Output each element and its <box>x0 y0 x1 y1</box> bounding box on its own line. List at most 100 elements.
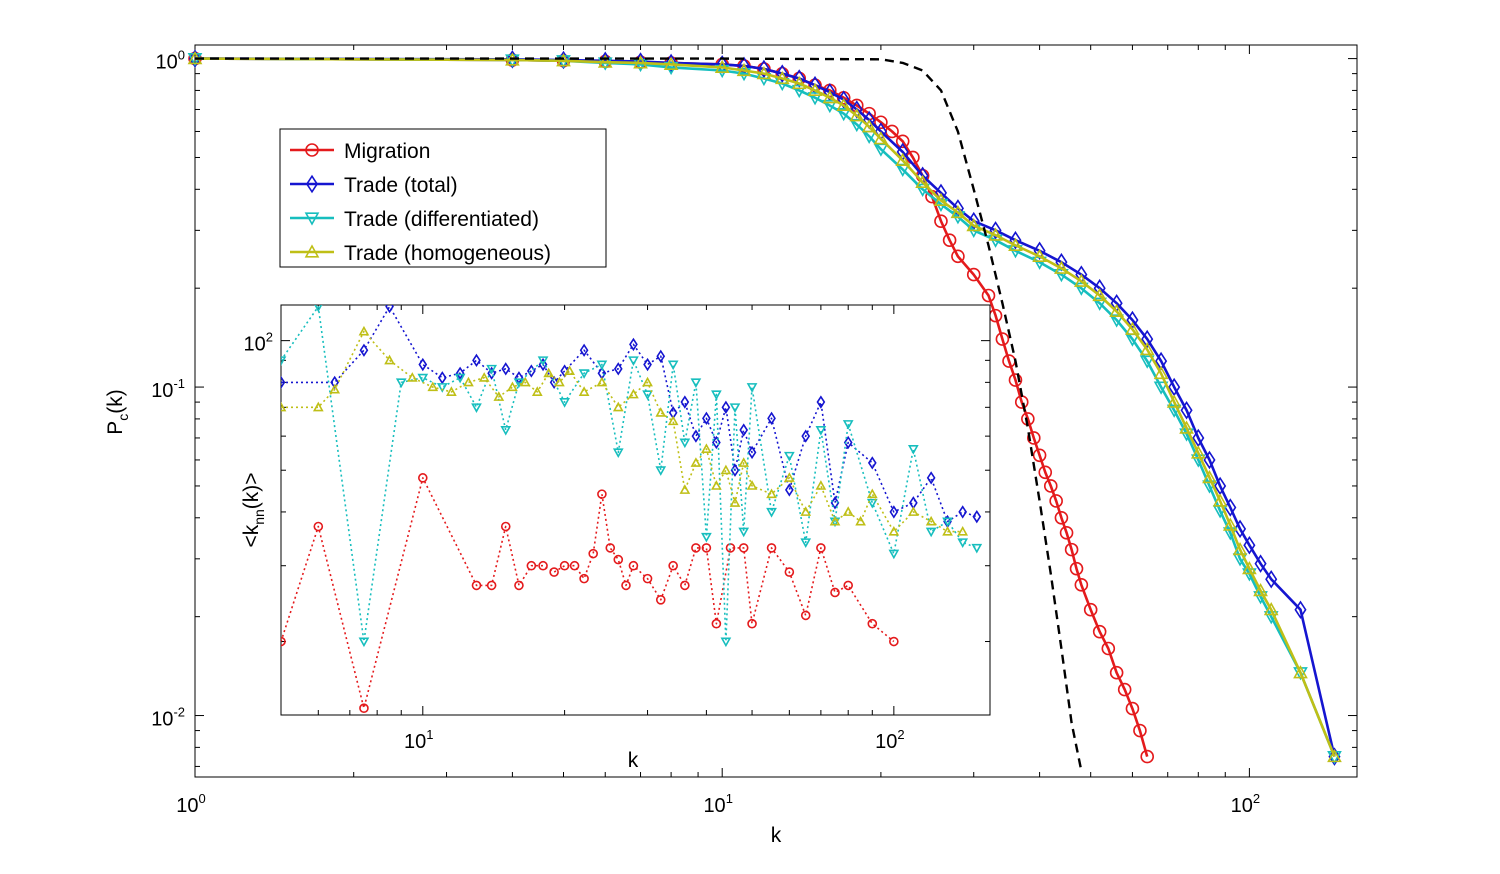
main-data-point <box>915 174 930 188</box>
main-data-point <box>1263 602 1279 616</box>
main-data-point <box>1073 282 1089 296</box>
legend-marker <box>304 212 320 226</box>
inset-data-point <box>427 381 439 392</box>
main-y-tick-label: 10-1 <box>151 376 185 402</box>
inset-data-point <box>701 543 712 553</box>
main-data-point <box>1038 465 1053 480</box>
legend-marker <box>305 143 319 157</box>
inset-data-point <box>628 560 639 571</box>
inset-data-point <box>543 367 555 378</box>
main-data-point <box>1092 624 1107 639</box>
inset-data-point <box>549 375 559 390</box>
main-data-point <box>1139 355 1155 369</box>
main-data-point <box>849 108 865 122</box>
inset-data-point <box>667 415 679 426</box>
inset-y-label-base: <k <box>240 524 263 547</box>
inset-data-point <box>816 543 826 553</box>
inset-data-point <box>925 527 937 538</box>
main-data-point <box>556 53 571 67</box>
inset-data-point <box>855 515 866 526</box>
inset-data-point <box>487 366 496 380</box>
inset-x-tick-labels: 101 102 <box>404 727 905 753</box>
inset-data-point <box>958 505 968 519</box>
inset-data-point <box>564 365 576 376</box>
inset-data-point <box>738 543 749 553</box>
inset-data-point <box>702 411 711 425</box>
inset-data-point <box>281 636 286 647</box>
main-data-point <box>774 70 790 85</box>
inset-data-point <box>720 637 732 648</box>
inset-data-point <box>655 466 667 476</box>
inset-data-point <box>314 305 323 313</box>
inset-x-tick-label: 102 <box>875 727 904 753</box>
inset-data-point <box>478 372 490 382</box>
inset-data-point <box>746 480 758 490</box>
main-data-point <box>1293 665 1308 679</box>
inset-data-point <box>628 388 639 399</box>
main-data-point <box>714 59 730 74</box>
inset-data-point <box>747 618 757 629</box>
inset-x-axis-label: k <box>628 749 639 772</box>
legend-entry: Trade (differentiated) <box>290 208 539 231</box>
main-data-point <box>1179 420 1194 434</box>
inset-data-point <box>746 383 758 393</box>
main-data-point <box>1125 321 1140 335</box>
main-data-point <box>1009 230 1022 250</box>
main-data-point <box>633 58 648 73</box>
inset-data-point <box>729 403 741 413</box>
inset-data-point <box>747 445 757 460</box>
legend-label: Trade (total) <box>344 174 458 197</box>
inset-data-point <box>559 560 570 571</box>
main-data-point <box>1243 535 1256 555</box>
inset-data-point <box>538 560 548 571</box>
main-data-point <box>1054 260 1069 274</box>
main-data-point <box>950 204 966 219</box>
inset-series-trade-differentiated- <box>281 305 983 648</box>
inset-data-point <box>500 521 511 532</box>
main-data-point <box>1008 237 1023 251</box>
inset-data-point <box>711 480 722 490</box>
inset-data-point <box>668 560 678 571</box>
main-x-axis-label: k <box>771 824 782 847</box>
inset-data-point <box>454 373 466 384</box>
main-data-point <box>1073 273 1089 287</box>
inset-data-point <box>500 426 512 436</box>
inset-data-point <box>493 391 505 401</box>
inset-y-tick-labels: 102 <box>244 330 273 356</box>
inset-data-point <box>830 496 840 510</box>
inset-data-point <box>417 373 429 384</box>
inset-data-point <box>690 378 702 389</box>
inset-data-point <box>281 375 286 390</box>
main-data-point <box>807 82 823 97</box>
inset-data-point <box>359 703 369 714</box>
inset-data-point <box>471 580 482 591</box>
inset-data-point <box>800 610 811 621</box>
inset-data-point <box>843 435 853 450</box>
inset-data-point <box>801 429 811 443</box>
inset-data-point <box>385 305 394 314</box>
main-x-tick-label: 102 <box>1231 791 1260 817</box>
inset-data-point <box>691 429 701 443</box>
main-data-point <box>791 75 807 90</box>
inset-data-point <box>312 401 324 412</box>
main-data-point <box>807 92 823 106</box>
main-data-point <box>895 152 911 166</box>
inset-data-point <box>942 517 953 528</box>
legend-entry: Trade (homogeneous) <box>290 242 551 265</box>
inset-data-point <box>406 372 418 382</box>
main-data-point <box>1083 602 1098 617</box>
inset-data-point <box>784 483 794 497</box>
inset-y-axis-label: <knn(k)> <box>240 472 267 547</box>
main-data-point <box>951 249 965 264</box>
inset-data-point <box>579 343 589 357</box>
main-data-point <box>1224 498 1237 517</box>
main-data-point <box>836 97 852 112</box>
main-data-point <box>989 221 1002 240</box>
main-data-point <box>1101 641 1116 656</box>
inset-data-point <box>472 353 481 367</box>
main-data-point <box>1265 569 1278 589</box>
inset-data-point <box>816 395 826 409</box>
inset-data-point <box>957 525 969 536</box>
inset-data-point <box>526 560 537 571</box>
main-x-tick-labels: 100 101 102 <box>176 791 1260 817</box>
